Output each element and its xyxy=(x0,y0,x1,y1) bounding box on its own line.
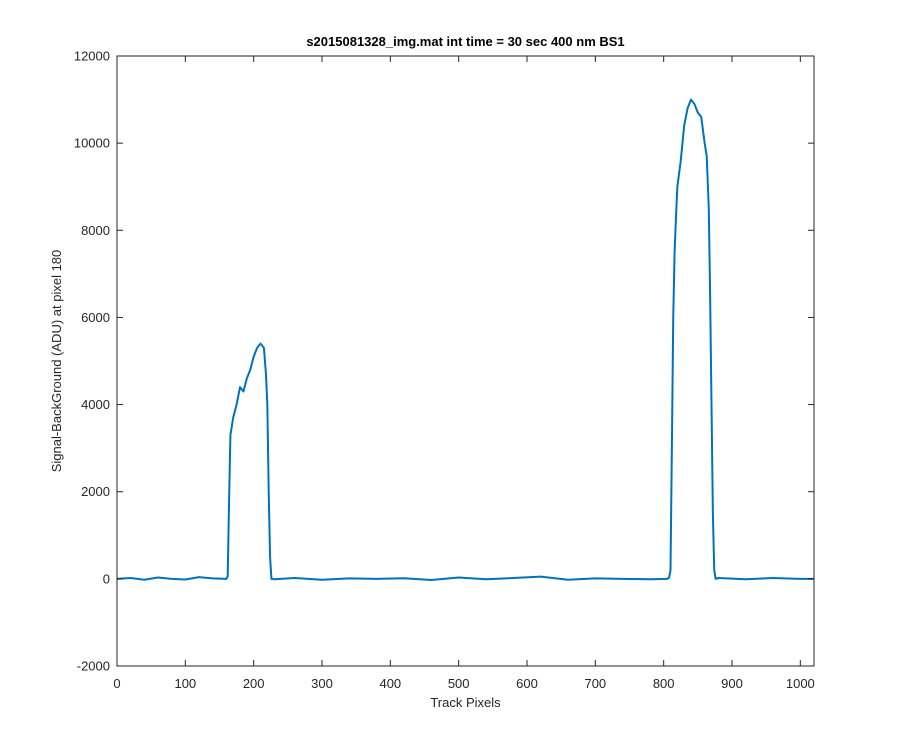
x-tick-label: 200 xyxy=(243,676,265,691)
chart-title: s2015081328_img.mat int time = 30 sec 40… xyxy=(306,34,624,49)
y-tick-label: 6000 xyxy=(81,310,110,325)
x-axis-ticks: 0 100 200 300 400 500 600 700 800 900 1000 xyxy=(113,56,815,691)
y-tick-label: 0 xyxy=(103,571,110,586)
plot-area xyxy=(117,56,814,666)
x-tick-label: 100 xyxy=(174,676,196,691)
y-axis-ticks: -2000 0 2000 4000 6000 8000 10000 12000 xyxy=(74,49,814,674)
x-tick-label: 500 xyxy=(448,676,470,691)
x-axis-label: Track Pixels xyxy=(430,695,501,710)
x-tick-label: 700 xyxy=(584,676,606,691)
y-tick-label: 12000 xyxy=(74,49,110,64)
x-tick-label: 300 xyxy=(311,676,333,691)
y-axis-label: Signal-BackGround (ADU) at pixel 180 xyxy=(49,250,64,473)
x-tick-label: 0 xyxy=(113,676,120,691)
x-tick-label: 600 xyxy=(516,676,538,691)
plot-series-group xyxy=(116,98,814,581)
x-tick-label: 1000 xyxy=(786,676,815,691)
series-line-signal xyxy=(116,98,814,581)
x-tick-label: 800 xyxy=(653,676,675,691)
x-tick-label: 900 xyxy=(721,676,743,691)
x-tick-label: 400 xyxy=(379,676,401,691)
y-tick-label: 4000 xyxy=(81,397,110,412)
y-tick-label: 2000 xyxy=(81,484,110,499)
y-tick-label: 8000 xyxy=(81,223,110,238)
axes-box xyxy=(116,55,815,667)
y-tick-label: 10000 xyxy=(74,136,110,151)
y-tick-label: -2000 xyxy=(77,659,110,674)
